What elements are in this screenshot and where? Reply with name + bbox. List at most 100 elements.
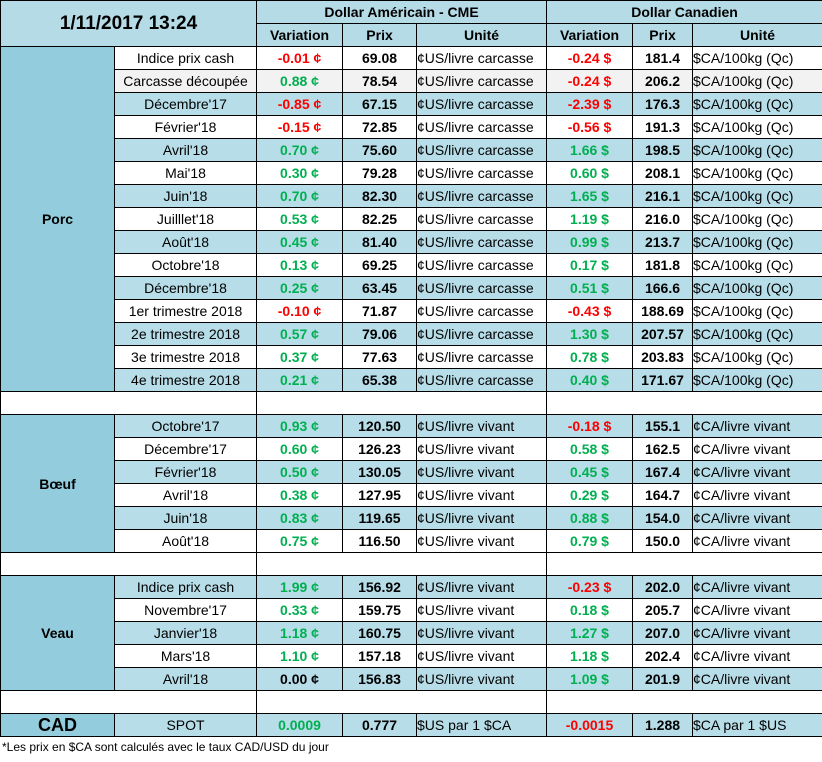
cad-variation: 0.58 $	[546, 437, 634, 461]
cad-variation: 0.51 $	[546, 276, 634, 300]
cad-prix: 216.0	[632, 207, 694, 231]
cad-variation: 0.79 $	[546, 529, 634, 553]
table-row: Juilllet'18 0.53 ¢ 82.25 ¢US/livre carcasse…	[1, 207, 822, 231]
cad-unit: ¢CA/livre vivant	[692, 460, 822, 484]
usd-variation: 0.88 ¢	[256, 69, 344, 93]
row-label: Carcasse découpée	[113, 69, 258, 93]
cad-prix: 202.4	[632, 644, 694, 668]
usd-variation: 0.37 ¢	[256, 345, 344, 369]
row-label: Octobre'17	[113, 414, 258, 438]
price-table: 1/11/2017 13:24 Dollar Américain - CME D…	[0, 0, 822, 737]
cad-variation: 0.40 $	[546, 368, 634, 392]
usd-prix: 75.60	[342, 138, 418, 162]
usd-variation: 0.33 ¢	[256, 598, 344, 622]
usd-unit: ¢US/livre vivant	[416, 598, 548, 622]
cad-unit: $CA/100kg (Qc)	[692, 368, 822, 392]
cad-spot-row: CAD SPOT 0.0009 0.777 $US par 1 $CA -0.0015 1.…	[0, 713, 822, 737]
cad-unit: $CA/100kg (Qc)	[692, 207, 822, 231]
usd-variation: 1.18 ¢	[256, 621, 344, 645]
cad-spot-unit: $CA par 1 $US	[692, 713, 822, 737]
cad-variation: -0.24 $	[546, 46, 634, 70]
cad-unit: ¢CA/livre vivant	[692, 667, 822, 691]
usd-prix: 72.85	[342, 115, 418, 139]
row-label: Juin'18	[113, 184, 258, 208]
cad-variation: 1.19 $	[546, 207, 634, 231]
usd-group-title: Dollar Américain - CME	[256, 0, 548, 24]
cad-unit: $CA/100kg (Qc)	[692, 92, 822, 116]
footnote: *Les prix en $CA sont calculés avec le t…	[2, 740, 329, 754]
section-gap-2-cell-a	[0, 552, 258, 576]
usd-unit: ¢US/livre carcasse	[416, 368, 548, 392]
usd-unit: ¢US/livre carcasse	[416, 345, 548, 369]
table-row: 3e trimestre 2018 0.37 ¢ 77.63 ¢US/livre ca…	[1, 345, 822, 369]
cad-unit: ¢CA/livre vivant	[692, 598, 822, 622]
cad-prix: 202.0	[632, 575, 694, 599]
cad-variation: -0.24 $	[546, 69, 634, 93]
section-gap-cad-cell-b	[256, 690, 548, 714]
usd-prix: 82.30	[342, 184, 418, 208]
row-label: 1er trimestre 2018	[113, 299, 258, 323]
table-row: Porc Indice prix cash -0.01 ¢ 69.08 ¢US/livr…	[0, 46, 822, 392]
row-label: Juilllet'18	[113, 207, 258, 231]
section-gap-1-cell-b	[256, 391, 548, 415]
usd-prix: 159.75	[342, 598, 418, 622]
usd-variation: 0.21 ¢	[256, 368, 344, 392]
cad-prix: 176.3	[632, 92, 694, 116]
row-label: Avril'18	[113, 667, 258, 691]
row-label: Février'18	[113, 115, 258, 139]
section-gap-2	[0, 552, 822, 576]
row-label: Octobre'18	[113, 253, 258, 277]
cad-spot-prix: 1.288	[632, 713, 694, 737]
usd-prix: 63.45	[342, 276, 418, 300]
usd-variation: -0.15 ¢	[256, 115, 344, 139]
table-row: Décembre'18 0.25 ¢ 63.45 ¢US/livre carcasse…	[1, 276, 822, 300]
row-label: Décembre'17	[113, 437, 258, 461]
usd-unit: ¢US/livre carcasse	[416, 276, 548, 300]
section-gap-cad	[0, 690, 822, 714]
usd-variation: 0.38 ¢	[256, 483, 344, 507]
row-label: Janvier'18	[113, 621, 258, 645]
cad-unit: ¢CA/livre vivant	[692, 644, 822, 668]
cad-variation: 0.99 $	[546, 230, 634, 254]
row-label: Indice prix cash	[113, 46, 258, 70]
usd-prix: 119.65	[342, 506, 418, 530]
cad-unit: $CA/100kg (Qc)	[692, 276, 822, 300]
usd-unit: ¢US/livre vivant	[416, 437, 548, 461]
usd-unit: ¢US/livre vivant	[416, 621, 548, 645]
usd-unit: ¢US/livre carcasse	[416, 184, 548, 208]
usd-prix: 79.06	[342, 322, 418, 346]
table-row: Juin'18 0.83 ¢ 119.65 ¢US/livre vivant 0.88 …	[1, 506, 822, 530]
usd-unit: ¢US/livre vivant	[416, 460, 548, 484]
cad-group-title: Dollar Canadien	[546, 0, 822, 24]
cad-unit: $CA/100kg (Qc)	[692, 46, 822, 70]
cad-prix: 216.1	[632, 184, 694, 208]
cad-prix: 213.7	[632, 230, 694, 254]
cad-variation: 1.65 $	[546, 184, 634, 208]
usd-prix: 130.05	[342, 460, 418, 484]
header-row-1: 1/11/2017 13:24 Dollar Américain - CME D…	[0, 0, 822, 47]
usd-variation: 1.99 ¢	[256, 575, 344, 599]
usd-variation: 0.83 ¢	[256, 506, 344, 530]
table-row: Novembre'17 0.33 ¢ 159.75 ¢US/livre vivant 0…	[1, 598, 822, 622]
cad-unit: $CA/100kg (Qc)	[692, 230, 822, 254]
cad-prix: 167.4	[632, 460, 694, 484]
cad-variation: 1.18 $	[546, 644, 634, 668]
cad-variation: -0.56 $	[546, 115, 634, 139]
cad-variation: -0.18 $	[546, 414, 634, 438]
usd-prix: 82.25	[342, 207, 418, 231]
cad-prix: 198.5	[632, 138, 694, 162]
table-row: Avril'18 0.00 ¢ 156.83 ¢US/livre vivant 1.09…	[1, 667, 822, 691]
row-label: Indice prix cash	[113, 575, 258, 599]
usd-unit: ¢US/livre carcasse	[416, 161, 548, 185]
usd-variation: 0.75 ¢	[256, 529, 344, 553]
row-label: Avril'18	[113, 138, 258, 162]
usd-prix: 160.75	[342, 621, 418, 645]
usd-prix: 71.87	[342, 299, 418, 323]
usd-variation-header: Variation	[256, 23, 344, 47]
cad-unit: $CA/100kg (Qc)	[692, 161, 822, 185]
category-0: Porc	[0, 46, 115, 392]
usd-variation: 0.60 ¢	[256, 437, 344, 461]
row-label: Août'18	[113, 230, 258, 254]
usd-prix: 69.08	[342, 46, 418, 70]
table-row: Août'18 0.45 ¢ 81.40 ¢US/livre carcasse 0.99…	[1, 230, 822, 254]
